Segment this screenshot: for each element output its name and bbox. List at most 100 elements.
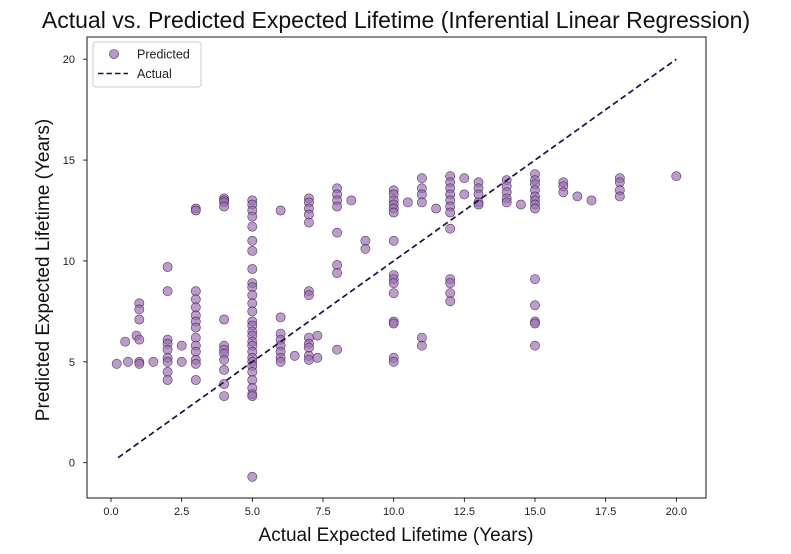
scatter-point [501,197,512,208]
legend-label-predicted: Predicted [137,48,190,62]
scatter-point [247,211,258,222]
scatter-point [120,336,131,347]
scatter-point [111,358,122,369]
y-tick-label: 15 [63,155,75,167]
chart-title: Actual vs. Predicted Expected Lifetime (… [42,7,750,33]
scatter-point [530,203,540,214]
scatter-point [162,262,173,272]
scatter-point [671,171,682,182]
actual-reference-line [117,58,677,459]
scatter-point [219,391,229,401]
scatter-point [402,197,413,208]
scatter-point [190,205,201,216]
scatter-point [247,245,258,256]
scatter-point [219,364,229,375]
scatter-point [134,358,145,369]
x-tick-label: 0.0 [103,506,118,518]
scatter-point [388,278,399,288]
scatter-point [303,217,314,228]
scatter-point [459,189,470,200]
scatter-point [123,356,133,367]
scatter-point [332,227,342,238]
x-tick-label: 15.0 [524,506,545,518]
scatter-point [312,330,323,341]
scatter-point [148,356,159,367]
scatter-point [275,312,286,323]
scatter-point [530,318,540,329]
scatter-point [346,195,357,206]
scatter-point [247,471,258,482]
scatter-point [388,207,399,218]
y-axis-title: Predicted Expected Lifetime (Years) [33,119,54,421]
scatter-point [247,221,258,232]
scatter-point [388,318,399,329]
scatter-point [162,286,173,297]
x-tick-label: 2.5 [174,506,189,518]
scatter-point [190,322,201,333]
scatter-point [134,304,145,315]
scatter-point [558,187,569,198]
y-axis: 0 5 10 15 20 [63,54,87,470]
scatter-point [516,199,526,210]
scatter-point [190,375,201,385]
scatter-point [247,391,258,401]
scatter-point [445,296,456,307]
scatter-point [431,203,441,214]
scatter-point [219,201,229,212]
scatter-point [219,314,229,325]
scatter-point [445,207,456,218]
scatter-point [586,195,597,206]
y-tick-label: 10 [63,256,75,268]
scatter-point [275,205,286,216]
legend-box [92,41,202,88]
x-axis: 0.0 2.5 5.0 7.5 10.0 12.5 15.0 17.5 20.0 [103,498,687,518]
scatter-point [530,340,540,351]
plot-marks [111,58,682,482]
scatter-point [530,300,540,311]
scatter-point [572,191,583,202]
x-tick-label: 12.5 [454,506,475,518]
scatter-point [176,356,187,367]
scatter-point [388,288,399,299]
scatter-point [388,356,399,367]
scatter-point [190,358,201,369]
x-tick-label: 20.0 [666,506,687,518]
scatter-point [303,290,314,301]
scatter-point [445,223,456,234]
x-tick-label: 10.0 [383,506,404,518]
scatter-point [134,334,145,345]
scatter-point [360,243,371,254]
scatter-point [162,375,173,385]
scatter-point [416,340,427,351]
scatter-point [134,314,145,325]
scatter-point [530,274,540,284]
scatter-point [416,197,427,208]
scatter-point [247,264,258,274]
scatter-point [332,344,342,355]
scatter-point [176,340,187,351]
scatter-point [219,354,229,365]
scatter-point [162,356,173,367]
x-axis-title: Actual Expected Lifetime (Years) [259,525,534,546]
scatter-point [247,306,258,317]
scatter-point [614,191,625,202]
legend-label-actual: Actual [137,67,172,81]
scatter-point [312,352,323,363]
x-tick-label: 5.0 [245,506,260,518]
x-tick-label: 17.5 [595,506,616,518]
y-tick-label: 5 [69,357,75,369]
scatter-point [445,278,456,288]
scatter-point [332,268,342,278]
legend: Predicted Actual [92,41,202,88]
scatter-point [289,350,300,361]
x-tick-label: 7.5 [315,506,330,518]
plot-frame [86,36,707,499]
y-tick-label: 20 [63,54,75,66]
scatter-point [275,356,286,367]
scatter-point [247,235,258,246]
y-tick-label: 0 [69,458,75,470]
scatter-point [303,354,314,365]
scatter-point [459,173,470,184]
legend-marker-predicted [109,49,119,59]
